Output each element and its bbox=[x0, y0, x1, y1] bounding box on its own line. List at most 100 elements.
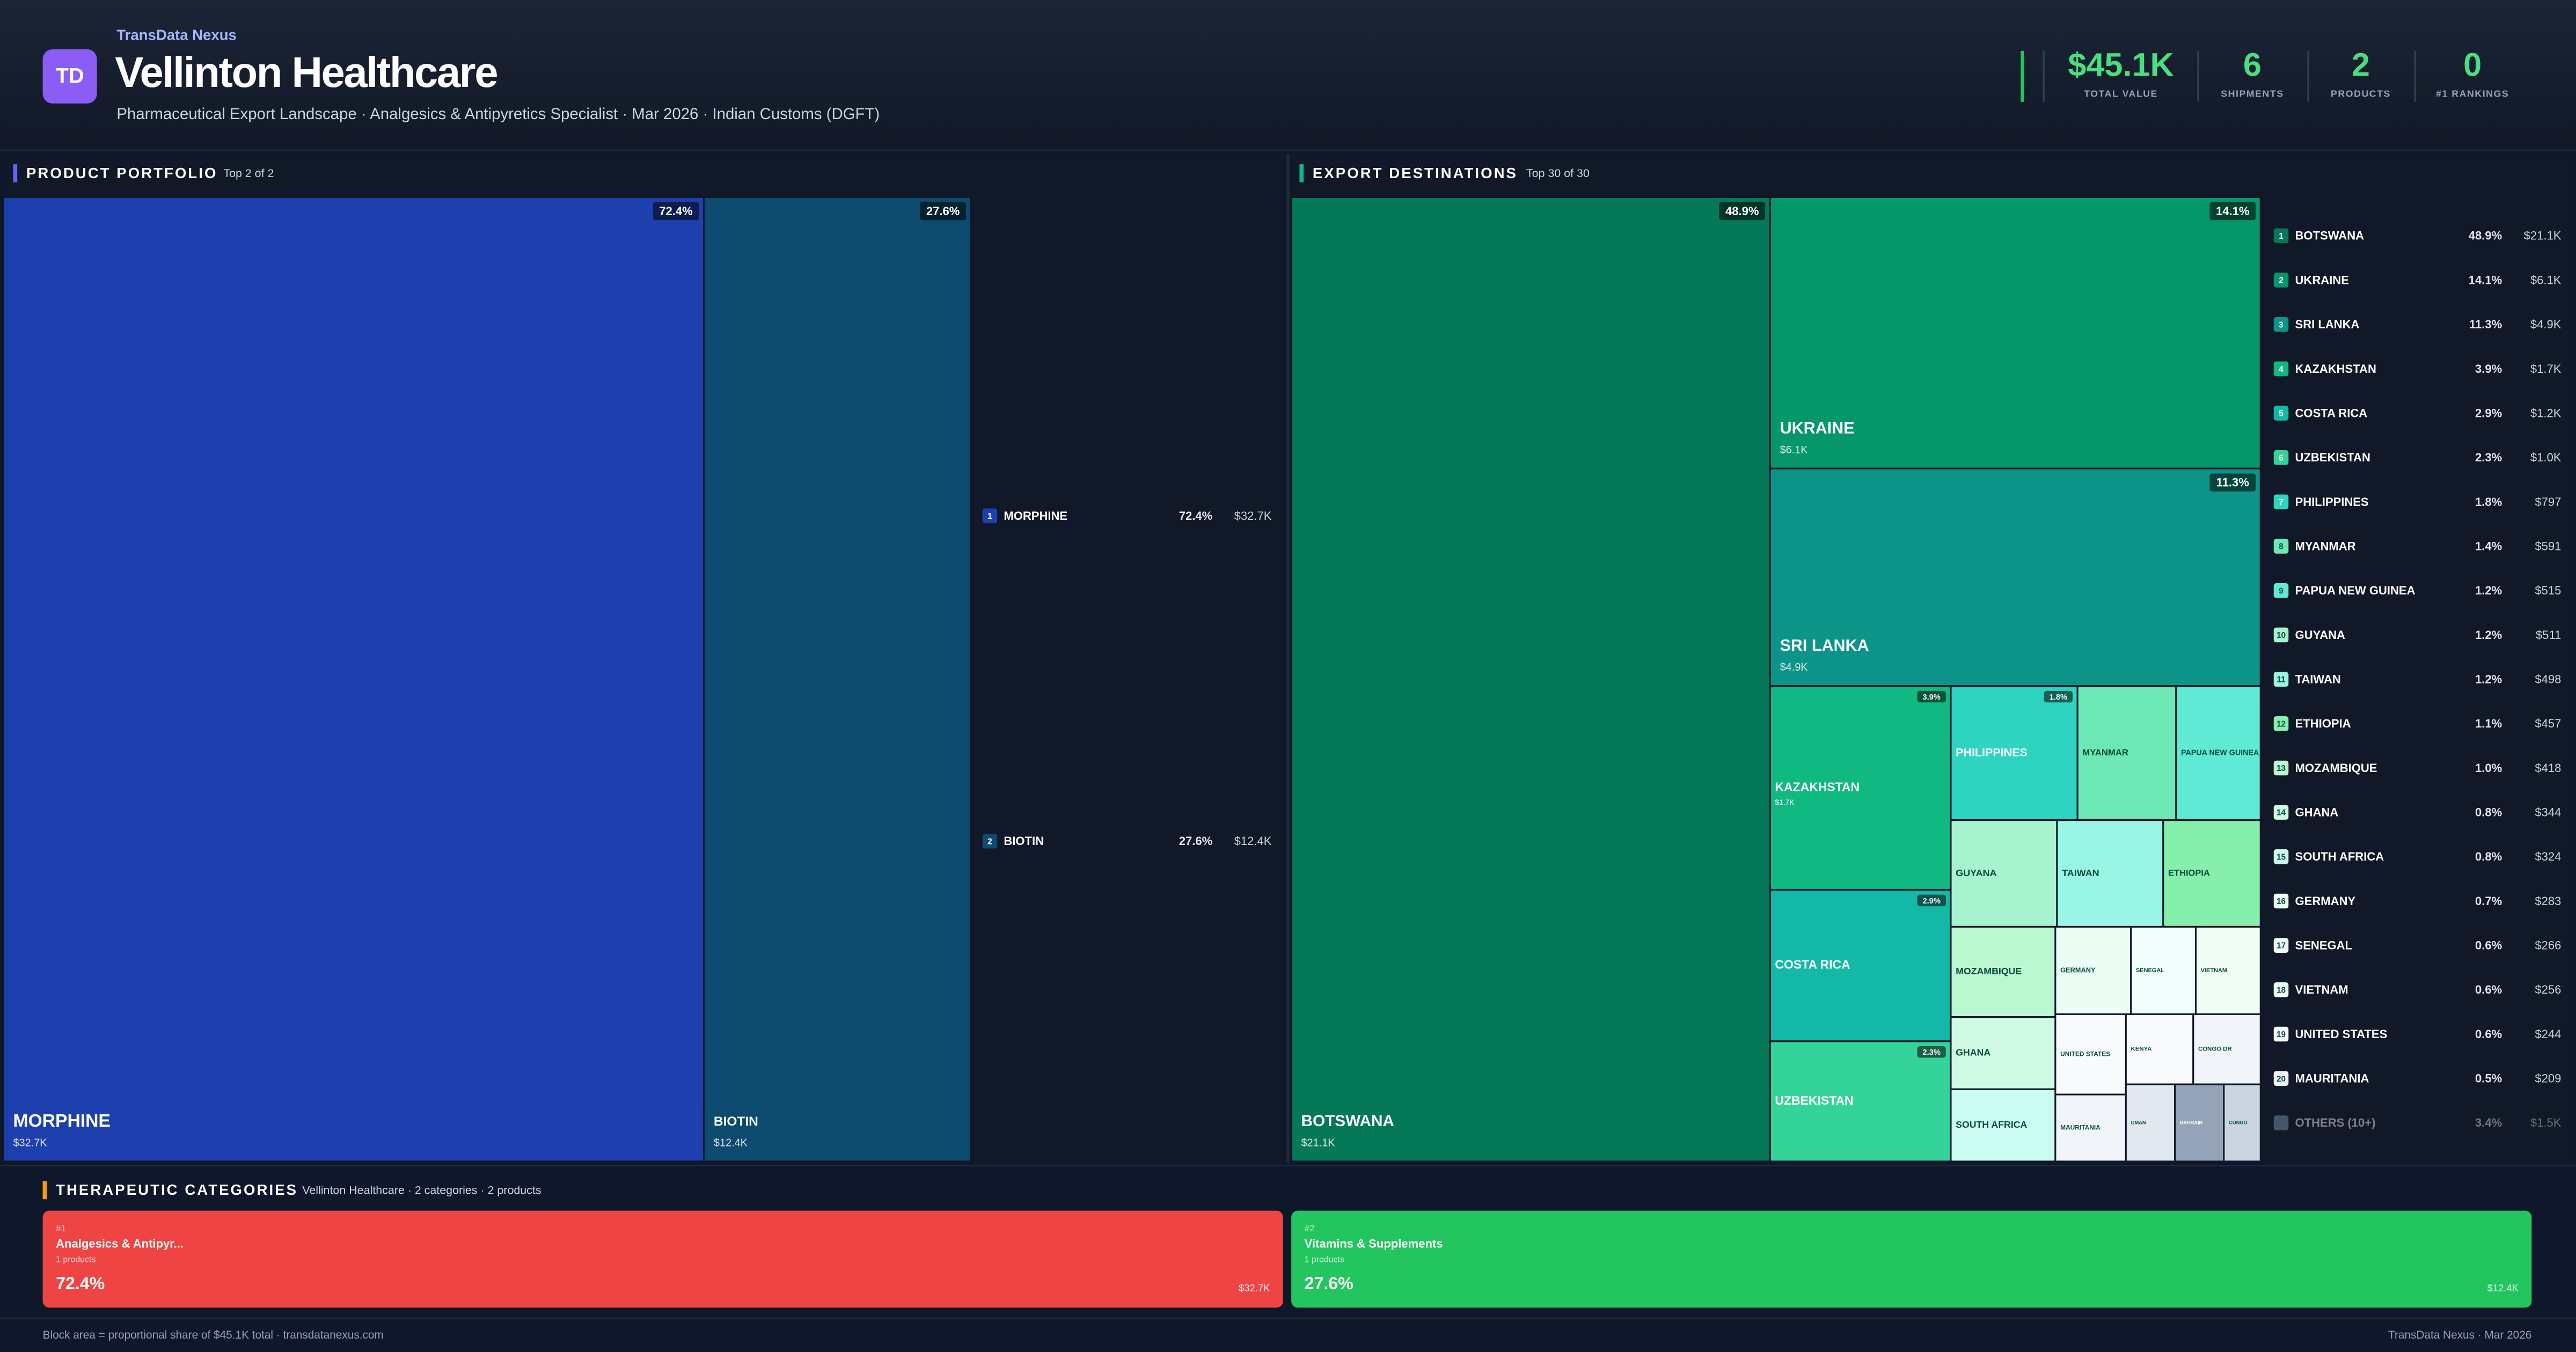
share-badge bbox=[653, 202, 699, 221]
kpi-label: PRODUCTS bbox=[2331, 89, 2391, 99]
list-name: BIOTIN bbox=[1004, 834, 1044, 848]
list-value: $344 bbox=[2535, 806, 2561, 819]
cell-name: BOTSWANA bbox=[1301, 1112, 1394, 1130]
cell-name: PHILIPPINES bbox=[1956, 746, 2028, 759]
list-share: 1.2% bbox=[2475, 628, 2502, 642]
treemap-cell bbox=[2175, 685, 2262, 821]
treemap-cell bbox=[703, 196, 972, 1163]
list-share: 0.7% bbox=[2475, 894, 2502, 908]
list-share: 3.4% bbox=[2475, 1116, 2502, 1129]
list-share: 1.2% bbox=[2475, 584, 2502, 597]
list-value: $6.1K bbox=[2530, 273, 2562, 286]
rank-box bbox=[2273, 849, 2289, 864]
rank-number: 4 bbox=[2279, 365, 2284, 374]
list-share: 0.8% bbox=[2475, 806, 2502, 819]
list-value: $244 bbox=[2535, 1027, 2561, 1041]
cell-value: $6.1K bbox=[1780, 444, 1809, 456]
list-name: UNITED STATES bbox=[2295, 1027, 2388, 1041]
share-badge bbox=[1917, 1046, 1946, 1058]
rank-box bbox=[2273, 1115, 2289, 1130]
rank-box bbox=[2273, 672, 2289, 687]
list-share: 1.4% bbox=[2475, 539, 2502, 553]
destinations-treemap: BOTSWANA $21.1K 48.9% UKRAINE $6.1K 14.1% SRI … bbox=[1290, 196, 2562, 1163]
section-accent bbox=[1299, 164, 1304, 182]
list-name: SRI LANKA bbox=[2295, 318, 2360, 331]
rank-number: 9 bbox=[2279, 586, 2284, 596]
list-value: $324 bbox=[2535, 850, 2561, 863]
category-cards: #1 Analgesics & Antipyr... 1 products 72.4%… bbox=[42, 1210, 2532, 1308]
share-badge bbox=[920, 202, 966, 221]
share-badge-text: 27.6% bbox=[926, 204, 960, 218]
rank-number: 10 bbox=[2277, 631, 2286, 640]
treemap-cell bbox=[2054, 1093, 2127, 1163]
page-title: Vellinton Healthcare bbox=[115, 48, 497, 96]
cell-name: GHANA bbox=[1956, 1047, 1990, 1058]
category-name: Vitamins & Supplements bbox=[1305, 1237, 1443, 1250]
cell-value: $4.9K bbox=[1780, 662, 1809, 673]
kpi-label: #1 RANKINGS bbox=[2436, 89, 2509, 99]
section-title: THERAPEUTIC CATEGORIES bbox=[56, 1181, 298, 1198]
section-accent bbox=[13, 164, 18, 182]
share-badge-text: 2.3% bbox=[1922, 1048, 1940, 1057]
rank-number: 11 bbox=[2277, 675, 2286, 685]
kpi-accent bbox=[2021, 50, 2024, 102]
list-value: $32.7K bbox=[1234, 509, 1272, 523]
list-share: 1.1% bbox=[2475, 717, 2502, 730]
list-name: ETHIOPIA bbox=[2295, 717, 2351, 730]
share-badge-text: 48.9% bbox=[1725, 204, 1759, 218]
cell-name: UKRAINE bbox=[1780, 419, 1855, 437]
rank-number: 17 bbox=[2277, 942, 2286, 951]
list-value: $591 bbox=[2535, 539, 2561, 553]
treemap-cell bbox=[1950, 1088, 2057, 1163]
share-badge bbox=[2209, 202, 2256, 221]
cell-name: SRI LANKA bbox=[1780, 636, 1869, 655]
rank-box bbox=[982, 508, 998, 524]
rank-box bbox=[2273, 805, 2289, 820]
share-badge-text: 3.9% bbox=[1922, 693, 1940, 702]
list-share: 3.9% bbox=[2475, 362, 2502, 376]
rank-box bbox=[2273, 317, 2289, 332]
treemap-cell bbox=[2130, 925, 2197, 1015]
list-value: $266 bbox=[2535, 939, 2561, 952]
list-value: $1.2K bbox=[2530, 406, 2562, 420]
cell-value: $32.7K bbox=[13, 1137, 47, 1149]
category-name: Analgesics & Antipyr... bbox=[56, 1237, 184, 1250]
kpi-strip: $45.1K TOTAL VALUE 6 SHIPMENTS 2 PRODUCTS 0 #1 … bbox=[2043, 47, 2509, 102]
list-share: 0.8% bbox=[2475, 850, 2502, 863]
rank-box bbox=[2273, 539, 2289, 554]
list-share: 0.6% bbox=[2475, 1027, 2502, 1041]
section-title: PRODUCT PORTFOLIO bbox=[26, 165, 218, 181]
list-value: $511 bbox=[2536, 628, 2561, 642]
section-title: EXPORT DESTINATIONS bbox=[1313, 165, 1518, 181]
rank-number: 12 bbox=[2277, 719, 2286, 729]
rank-number: 16 bbox=[2277, 897, 2286, 906]
cell-name: PAPUA NEW GUINEA bbox=[2181, 748, 2259, 757]
cell-name: KAZAKHSTAN bbox=[1775, 780, 1860, 794]
treemap-cell bbox=[1769, 196, 2262, 469]
footer-note: Block area = proportional share of $45.1… bbox=[43, 1329, 384, 1341]
footer-credit: TransData Nexus · Mar 2026 bbox=[2388, 1329, 2531, 1341]
treemap-cell bbox=[2162, 819, 2262, 928]
share-badge bbox=[1719, 202, 1766, 221]
list-name: MAURITANIA bbox=[2295, 1072, 2369, 1085]
rank-number: 19 bbox=[2277, 1030, 2286, 1039]
cell-name: MYANMAR bbox=[2082, 747, 2128, 758]
category-rank: #1 bbox=[56, 1223, 66, 1233]
list-share: 48.9% bbox=[2469, 229, 2502, 243]
rank-box bbox=[2273, 938, 2289, 953]
list-name: UZBEKISTAN bbox=[2295, 451, 2370, 464]
list-share: 0.5% bbox=[2475, 1072, 2502, 1085]
treemap-cell bbox=[2076, 685, 2177, 821]
list-name: TAIWAN bbox=[2295, 672, 2341, 686]
list-name: GERMANY bbox=[2295, 894, 2356, 908]
list-name: VIETNAM bbox=[2295, 983, 2348, 996]
list-share: 27.6% bbox=[1179, 834, 1213, 848]
cell-name: UZBEKISTAN bbox=[1775, 1093, 1853, 1107]
list-share: 72.4% bbox=[1179, 509, 1213, 523]
category-count: 1 products bbox=[1305, 1255, 1344, 1265]
section-accent bbox=[42, 1181, 47, 1200]
list-name: SENEGAL bbox=[2295, 939, 2352, 952]
rank-box bbox=[2273, 450, 2289, 465]
category-card bbox=[42, 1210, 1283, 1308]
list-value: $1.0K bbox=[2530, 451, 2562, 464]
